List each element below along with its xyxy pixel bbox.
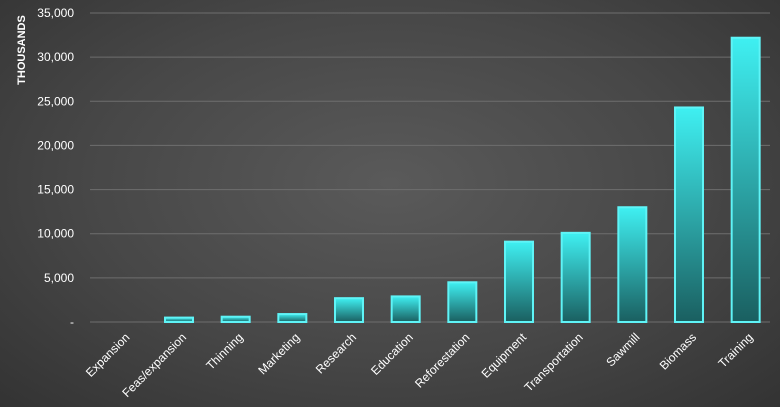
bar-transportation — [560, 231, 591, 323]
x-tick-label: Expansion — [83, 330, 133, 380]
y-tick-label: 5,000 — [44, 271, 74, 285]
y-tick-label: - — [70, 315, 74, 329]
y-tick-label: 10,000 — [37, 227, 74, 241]
bar-marketing — [277, 313, 308, 324]
x-tick-label: Biomass — [657, 330, 699, 372]
y-tick-label: 25,000 — [37, 94, 74, 108]
x-tick-label: Marketing — [255, 330, 302, 377]
y-axis-title: THOUSANDS — [16, 15, 28, 85]
bar-reforestation — [447, 281, 478, 323]
y-tick-label: 20,000 — [37, 138, 74, 152]
bar-research — [334, 297, 364, 324]
bar-thinning — [220, 315, 251, 323]
x-tick-label: Training — [716, 330, 756, 370]
y-axis-ticks: - 5,000 10,000 15,000 20,000 25,000 30,000 35,0… — [37, 6, 74, 329]
bar-biomass — [674, 106, 704, 323]
x-tick-label: Thinning — [203, 330, 245, 372]
bar-equipment — [504, 240, 534, 323]
bar-training — [730, 36, 761, 323]
y-tick-label: 35,000 — [37, 6, 74, 20]
y-tick-label: 15,000 — [37, 183, 74, 197]
x-tick-label: Research — [313, 330, 359, 376]
gridlines — [90, 12, 770, 323]
x-tick-label: Sawmill — [603, 330, 642, 369]
bar-feas-expansion — [164, 316, 194, 324]
x-tick-label: Equipment — [479, 330, 530, 381]
bar-education — [390, 295, 421, 324]
x-tick-label: Transportation — [521, 330, 585, 394]
y-tick-label: 30,000 — [37, 50, 74, 64]
bars — [164, 36, 761, 324]
x-tick-label: Reforestation — [412, 330, 472, 390]
x-tick-label: Education — [368, 330, 416, 378]
bar-sawmill — [617, 206, 648, 324]
